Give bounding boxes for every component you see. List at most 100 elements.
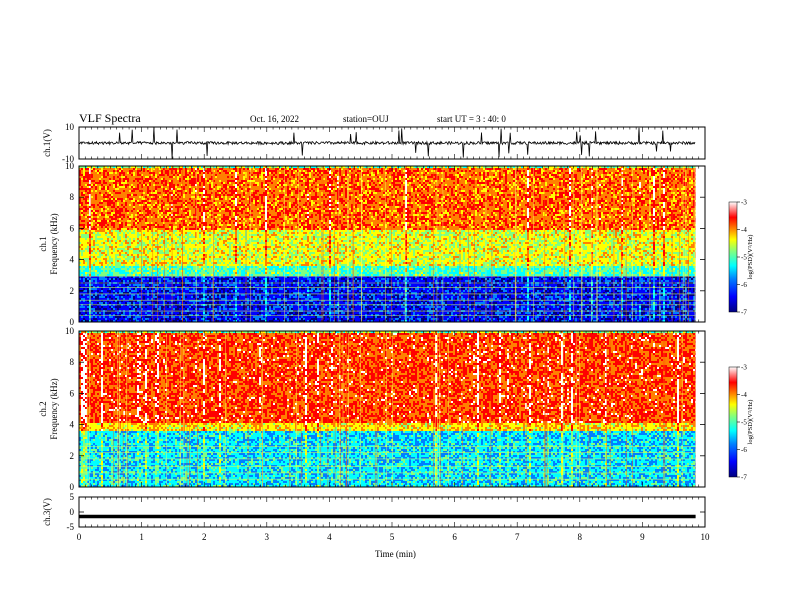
spectrogram-cell <box>159 188 161 190</box>
spectrogram-cell <box>99 284 101 286</box>
spectrogram-cell <box>127 320 129 322</box>
spectrogram-cell <box>97 234 99 236</box>
spectrogram-cell <box>123 270 125 272</box>
spectrogram-cell <box>135 266 137 268</box>
spectrogram-cell <box>123 238 125 240</box>
spectrogram-cell <box>87 270 89 272</box>
spectrogram-cell <box>109 214 111 216</box>
spectrogram-cell <box>145 296 147 298</box>
spectrogram-cell <box>157 320 159 322</box>
spectrogram-cell <box>167 244 169 246</box>
spectrogram-cell <box>169 268 171 270</box>
spectrogram-cell <box>177 168 179 170</box>
spectrogram-cell <box>151 268 153 270</box>
spectrogram-cell <box>165 286 167 288</box>
spectrogram-cell <box>149 266 151 268</box>
spectrogram-cell <box>177 254 179 256</box>
spectrogram-cell <box>139 176 141 178</box>
spectrogram-cell <box>153 168 155 170</box>
spectrogram-cell <box>79 226 81 228</box>
spectrogram-cell <box>121 180 123 182</box>
spectrogram-cell <box>97 178 99 180</box>
spectrogram-cell <box>91 260 93 262</box>
spectrogram-cell <box>201 262 203 264</box>
spectrogram-cell <box>125 224 127 226</box>
spectrogram-cell <box>153 198 155 200</box>
spectrogram-cell <box>167 242 169 244</box>
spectrogram-cell <box>137 318 139 320</box>
spectrogram-cell <box>189 222 191 224</box>
spectrogram-cell <box>109 250 111 252</box>
spectrogram-cell <box>107 252 109 254</box>
spectrogram-cell <box>193 236 195 238</box>
spectrogram-cell <box>169 244 171 246</box>
spectrogram-cell <box>115 184 117 186</box>
spectrogram-cell <box>131 174 133 176</box>
spectrogram-cell <box>93 320 95 322</box>
spectrogram-cell <box>153 316 155 318</box>
spectrogram-cell <box>95 168 97 170</box>
spectrogram-cell <box>81 204 83 206</box>
spectrogram-cell <box>183 244 185 246</box>
spectrogram-cell <box>121 308 123 310</box>
spectrogram-cell <box>191 194 193 196</box>
spectrogram-cell <box>111 290 113 292</box>
spectrogram-cell <box>193 224 195 226</box>
spectrogram-cell <box>197 170 199 172</box>
spectrogram-cell <box>95 228 97 230</box>
spectrogram-cell <box>127 198 129 200</box>
spectrogram-cell <box>153 242 155 244</box>
spectrogram-cell <box>119 198 121 200</box>
spectrogram-cell <box>145 300 147 302</box>
spectrogram-cell <box>205 302 207 304</box>
spectrogram-cell <box>93 200 95 202</box>
spectrogram-cell <box>201 208 203 210</box>
spectrogram-cell <box>121 316 123 318</box>
spectrogram-cell <box>167 256 169 258</box>
spectrogram-cell <box>111 312 113 314</box>
spectrogram-cell <box>205 300 207 302</box>
spectrogram-cell <box>185 180 187 182</box>
spectrogram-cell <box>191 298 193 300</box>
spectrogram-cell <box>159 286 161 288</box>
spectrogram-cell <box>87 182 89 184</box>
spectrogram-cell <box>193 316 195 318</box>
spectrogram-cell <box>105 280 107 282</box>
spectrogram-cell <box>115 200 117 202</box>
spectrogram-cell <box>121 234 123 236</box>
spectrogram-cell <box>181 256 183 258</box>
spectrogram-cell <box>199 230 201 232</box>
spectrogram-cell <box>109 230 111 232</box>
spectrogram-cell <box>113 222 115 224</box>
spectrogram-cell <box>113 206 115 208</box>
spectrogram-cell <box>87 318 89 320</box>
spectrogram-cell <box>169 204 171 206</box>
spectrogram-cell <box>199 172 201 174</box>
spectrogram-cell <box>119 246 121 248</box>
spectrogram-cell <box>149 198 151 200</box>
spectrogram-cell <box>109 288 111 290</box>
spectrogram-cell <box>197 300 199 302</box>
spectrogram-cell <box>103 188 105 190</box>
spectrogram-cell <box>121 220 123 222</box>
spectrogram-cell <box>85 194 87 196</box>
spectrogram-cell <box>107 294 109 296</box>
spectrogram-cell <box>197 234 199 236</box>
spectrogram-cell <box>87 306 89 308</box>
spectrogram-cell <box>131 250 133 252</box>
spectrogram-cell <box>133 238 135 240</box>
spectrogram-cell <box>187 234 189 236</box>
spectrogram-cell <box>169 210 171 212</box>
spectrogram-cell <box>133 176 135 178</box>
spectrogram-cell <box>177 286 179 288</box>
spectrogram-cell <box>81 212 83 214</box>
spectrogram-cell <box>101 212 103 214</box>
spectrogram-cell <box>189 280 191 282</box>
spectrogram-cell <box>155 280 157 282</box>
spectrogram-cell <box>161 240 163 242</box>
spectrogram-cell <box>183 216 185 218</box>
spectrogram-cell <box>85 302 87 304</box>
spectrogram-cell <box>85 238 87 240</box>
spectrogram-cell <box>117 266 119 268</box>
spectrogram-cell <box>119 206 121 208</box>
